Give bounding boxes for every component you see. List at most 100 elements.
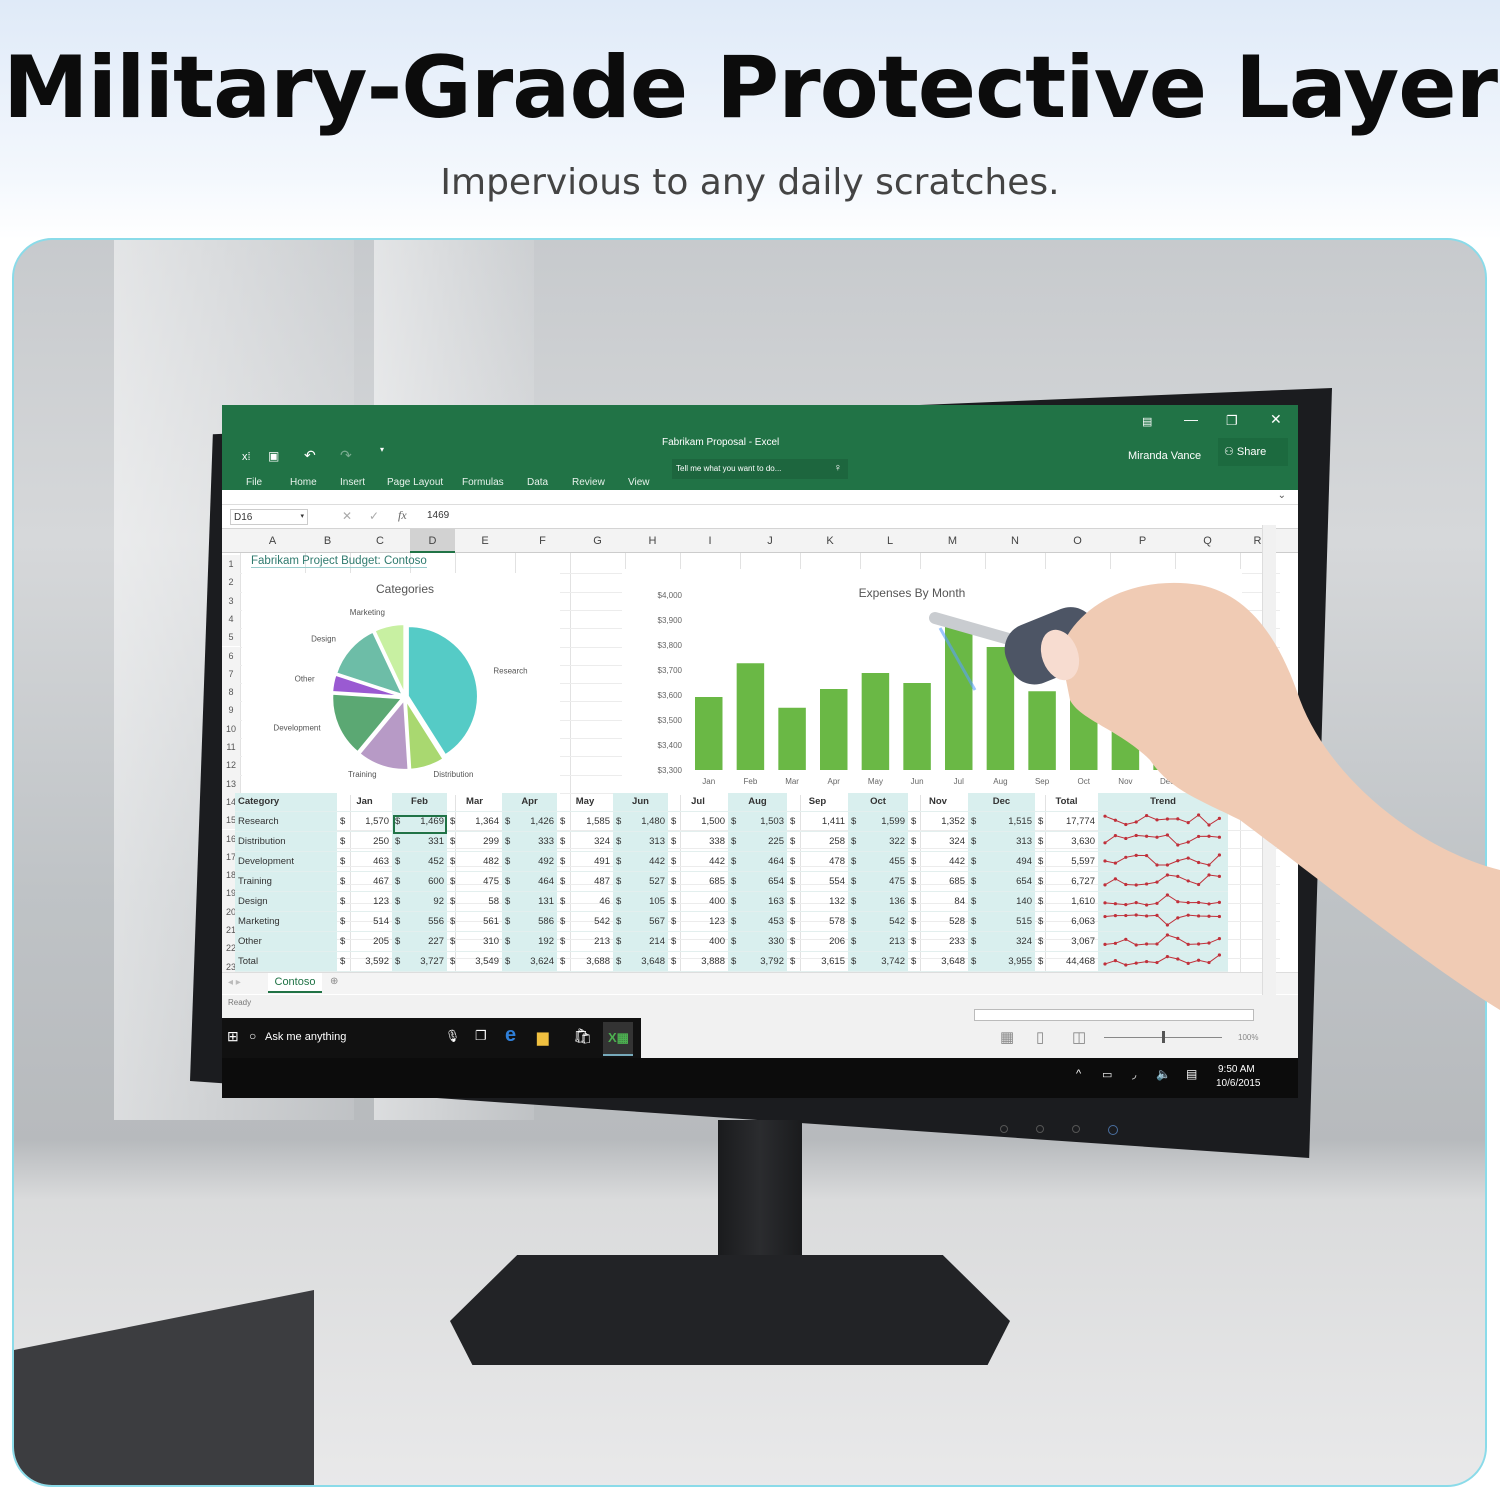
total-cell[interactable]: $3,630 — [1035, 831, 1098, 852]
category-cell[interactable]: Research — [235, 811, 337, 832]
column-header-i[interactable]: I — [708, 535, 712, 547]
value-cell[interactable]: $542 — [557, 911, 613, 932]
row-header-12[interactable]: 12 — [222, 756, 240, 775]
value-cell[interactable]: $3,727 — [392, 951, 447, 972]
restore-icon[interactable]: ❐ — [1226, 413, 1238, 428]
value-cell[interactable]: $206 — [787, 931, 848, 952]
value-cell[interactable]: $333 — [502, 831, 557, 852]
value-cell[interactable]: $1,599 — [848, 811, 908, 832]
value-cell[interactable]: $163 — [728, 891, 787, 912]
value-cell[interactable]: $1,515 — [968, 811, 1035, 832]
category-cell[interactable]: Distribution — [235, 831, 337, 852]
value-cell[interactable]: $578 — [787, 911, 848, 932]
bar-mar[interactable] — [778, 707, 806, 770]
cancel-icon[interactable]: ✕ — [342, 509, 353, 523]
value-cell[interactable]: $482 — [447, 851, 502, 872]
bar-aug[interactable] — [986, 647, 1015, 770]
zoom-slider-thumb[interactable] — [1162, 1031, 1165, 1043]
bar-jul[interactable] — [945, 623, 973, 770]
value-cell[interactable]: $556 — [392, 911, 447, 932]
bar-may[interactable] — [861, 673, 890, 770]
formula-input[interactable]: 1469 — [427, 510, 450, 521]
category-cell[interactable]: Total — [235, 951, 337, 972]
value-cell[interactable]: $214 — [613, 931, 668, 952]
value-cell[interactable]: $225 — [728, 831, 787, 852]
save-icon[interactable]: ▣ — [268, 449, 280, 463]
value-cell[interactable]: $324 — [968, 931, 1035, 952]
value-cell[interactable]: $514 — [337, 911, 392, 932]
value-cell[interactable]: $455 — [848, 851, 908, 872]
value-cell[interactable]: $463 — [337, 851, 392, 872]
tab-review[interactable]: Review — [572, 477, 605, 488]
value-cell[interactable]: $467 — [337, 871, 392, 892]
value-cell[interactable]: $567 — [613, 911, 668, 932]
value-cell[interactable]: $310 — [447, 931, 502, 952]
row-header-8[interactable]: 8 — [222, 683, 240, 702]
bar-chart[interactable]: Expenses By Month $4,000 $3,900 $3,800 $3,7… — [622, 569, 1242, 795]
value-cell[interactable]: $464 — [728, 851, 787, 872]
tell-me-box[interactable]: Tell me what you want to do... ♀ — [672, 459, 848, 479]
share-button[interactable]: ⚇ Share — [1218, 438, 1288, 466]
user-name[interactable]: Miranda Vance — [1128, 450, 1202, 462]
vertical-scrollbar[interactable] — [1262, 525, 1276, 995]
value-cell[interactable]: $58 — [447, 891, 502, 912]
column-header-j[interactable]: J — [767, 535, 773, 547]
clock-time[interactable]: 9:50 AM — [1218, 1064, 1255, 1075]
pie-slice-other[interactable] — [331, 673, 403, 698]
value-cell[interactable]: $654 — [968, 871, 1035, 892]
header-cell[interactable]: Category — [235, 793, 337, 812]
row-header-6[interactable]: 6 — [222, 646, 240, 665]
bar-jan[interactable] — [695, 697, 723, 770]
tab-insert[interactable]: Insert — [340, 477, 366, 488]
column-header-f[interactable]: F — [539, 535, 546, 547]
pie-slice-distribution[interactable] — [404, 699, 445, 771]
search-box[interactable]: Ask me anything — [265, 1031, 347, 1043]
file-explorer-icon[interactable]: ▆ — [537, 1029, 549, 1046]
value-cell[interactable]: $1,585 — [557, 811, 613, 832]
header-cell[interactable]: Total — [1035, 793, 1098, 812]
column-header-q[interactable]: Q — [1203, 535, 1212, 547]
value-cell[interactable]: $131 — [502, 891, 557, 912]
category-cell[interactable]: Training — [235, 871, 337, 892]
row-header-9[interactable]: 9 — [222, 701, 240, 720]
column-header-p[interactable]: P — [1138, 535, 1147, 547]
value-cell[interactable]: $338 — [668, 831, 728, 852]
category-cell[interactable]: Design — [235, 891, 337, 912]
value-cell[interactable]: $322 — [848, 831, 908, 852]
monitor-button[interactable] — [1000, 1125, 1008, 1133]
page-break-view-icon[interactable]: ◫ — [1072, 1029, 1087, 1046]
value-cell[interactable]: $213 — [557, 931, 613, 952]
column-header-e[interactable]: E — [481, 535, 489, 547]
category-cell[interactable]: Marketing — [235, 911, 337, 932]
header-cell[interactable]: Jan — [337, 793, 392, 812]
value-cell[interactable]: $442 — [668, 851, 728, 872]
header-cell[interactable]: Mar — [447, 793, 502, 812]
tab-home[interactable]: Home — [290, 477, 317, 488]
power-button[interactable] — [1108, 1125, 1118, 1135]
value-cell[interactable]: $542 — [848, 911, 908, 932]
value-cell[interactable]: $452 — [392, 851, 447, 872]
value-cell[interactable]: $1,364 — [447, 811, 502, 832]
horizontal-scrollbar[interactable] — [974, 1009, 1254, 1021]
value-cell[interactable]: $3,624 — [502, 951, 557, 972]
zoom-level[interactable]: 100% — [1238, 1033, 1259, 1042]
value-cell[interactable]: $3,549 — [447, 951, 502, 972]
value-cell[interactable]: $313 — [613, 831, 668, 852]
value-cell[interactable]: $400 — [668, 931, 728, 952]
value-cell[interactable]: $442 — [613, 851, 668, 872]
pie-slice-design[interactable] — [334, 630, 405, 697]
value-cell[interactable]: $1,411 — [787, 811, 848, 832]
total-cell[interactable]: $3,067 — [1035, 931, 1098, 952]
column-header-r[interactable]: R — [1253, 535, 1262, 547]
value-cell[interactable]: $3,792 — [728, 951, 787, 972]
header-cell[interactable]: May — [557, 793, 613, 812]
category-cell[interactable]: Other — [235, 931, 337, 952]
value-cell[interactable]: $487 — [557, 871, 613, 892]
value-cell[interactable]: $586 — [502, 911, 557, 932]
sheet-tab-contoso[interactable]: Contoso — [268, 973, 322, 993]
value-cell[interactable]: $324 — [908, 831, 968, 852]
bar-dec[interactable] — [1153, 606, 1181, 770]
tab-view[interactable]: View — [628, 477, 650, 488]
bar-feb[interactable] — [736, 663, 765, 770]
value-cell[interactable]: $123 — [668, 911, 728, 932]
